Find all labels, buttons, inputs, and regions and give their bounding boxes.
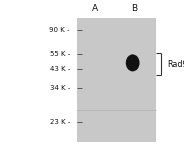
- Text: 23 K -: 23 K -: [49, 119, 70, 125]
- FancyBboxPatch shape: [77, 18, 156, 142]
- Text: 43 K -: 43 K -: [49, 66, 70, 72]
- Text: Rad9: Rad9: [167, 60, 184, 69]
- Text: 34 K -: 34 K -: [49, 85, 70, 91]
- Text: B: B: [131, 4, 137, 13]
- Text: 90 K -: 90 K -: [49, 27, 70, 33]
- Text: A: A: [92, 4, 98, 13]
- Text: 55 K -: 55 K -: [50, 51, 70, 57]
- Ellipse shape: [126, 54, 139, 71]
